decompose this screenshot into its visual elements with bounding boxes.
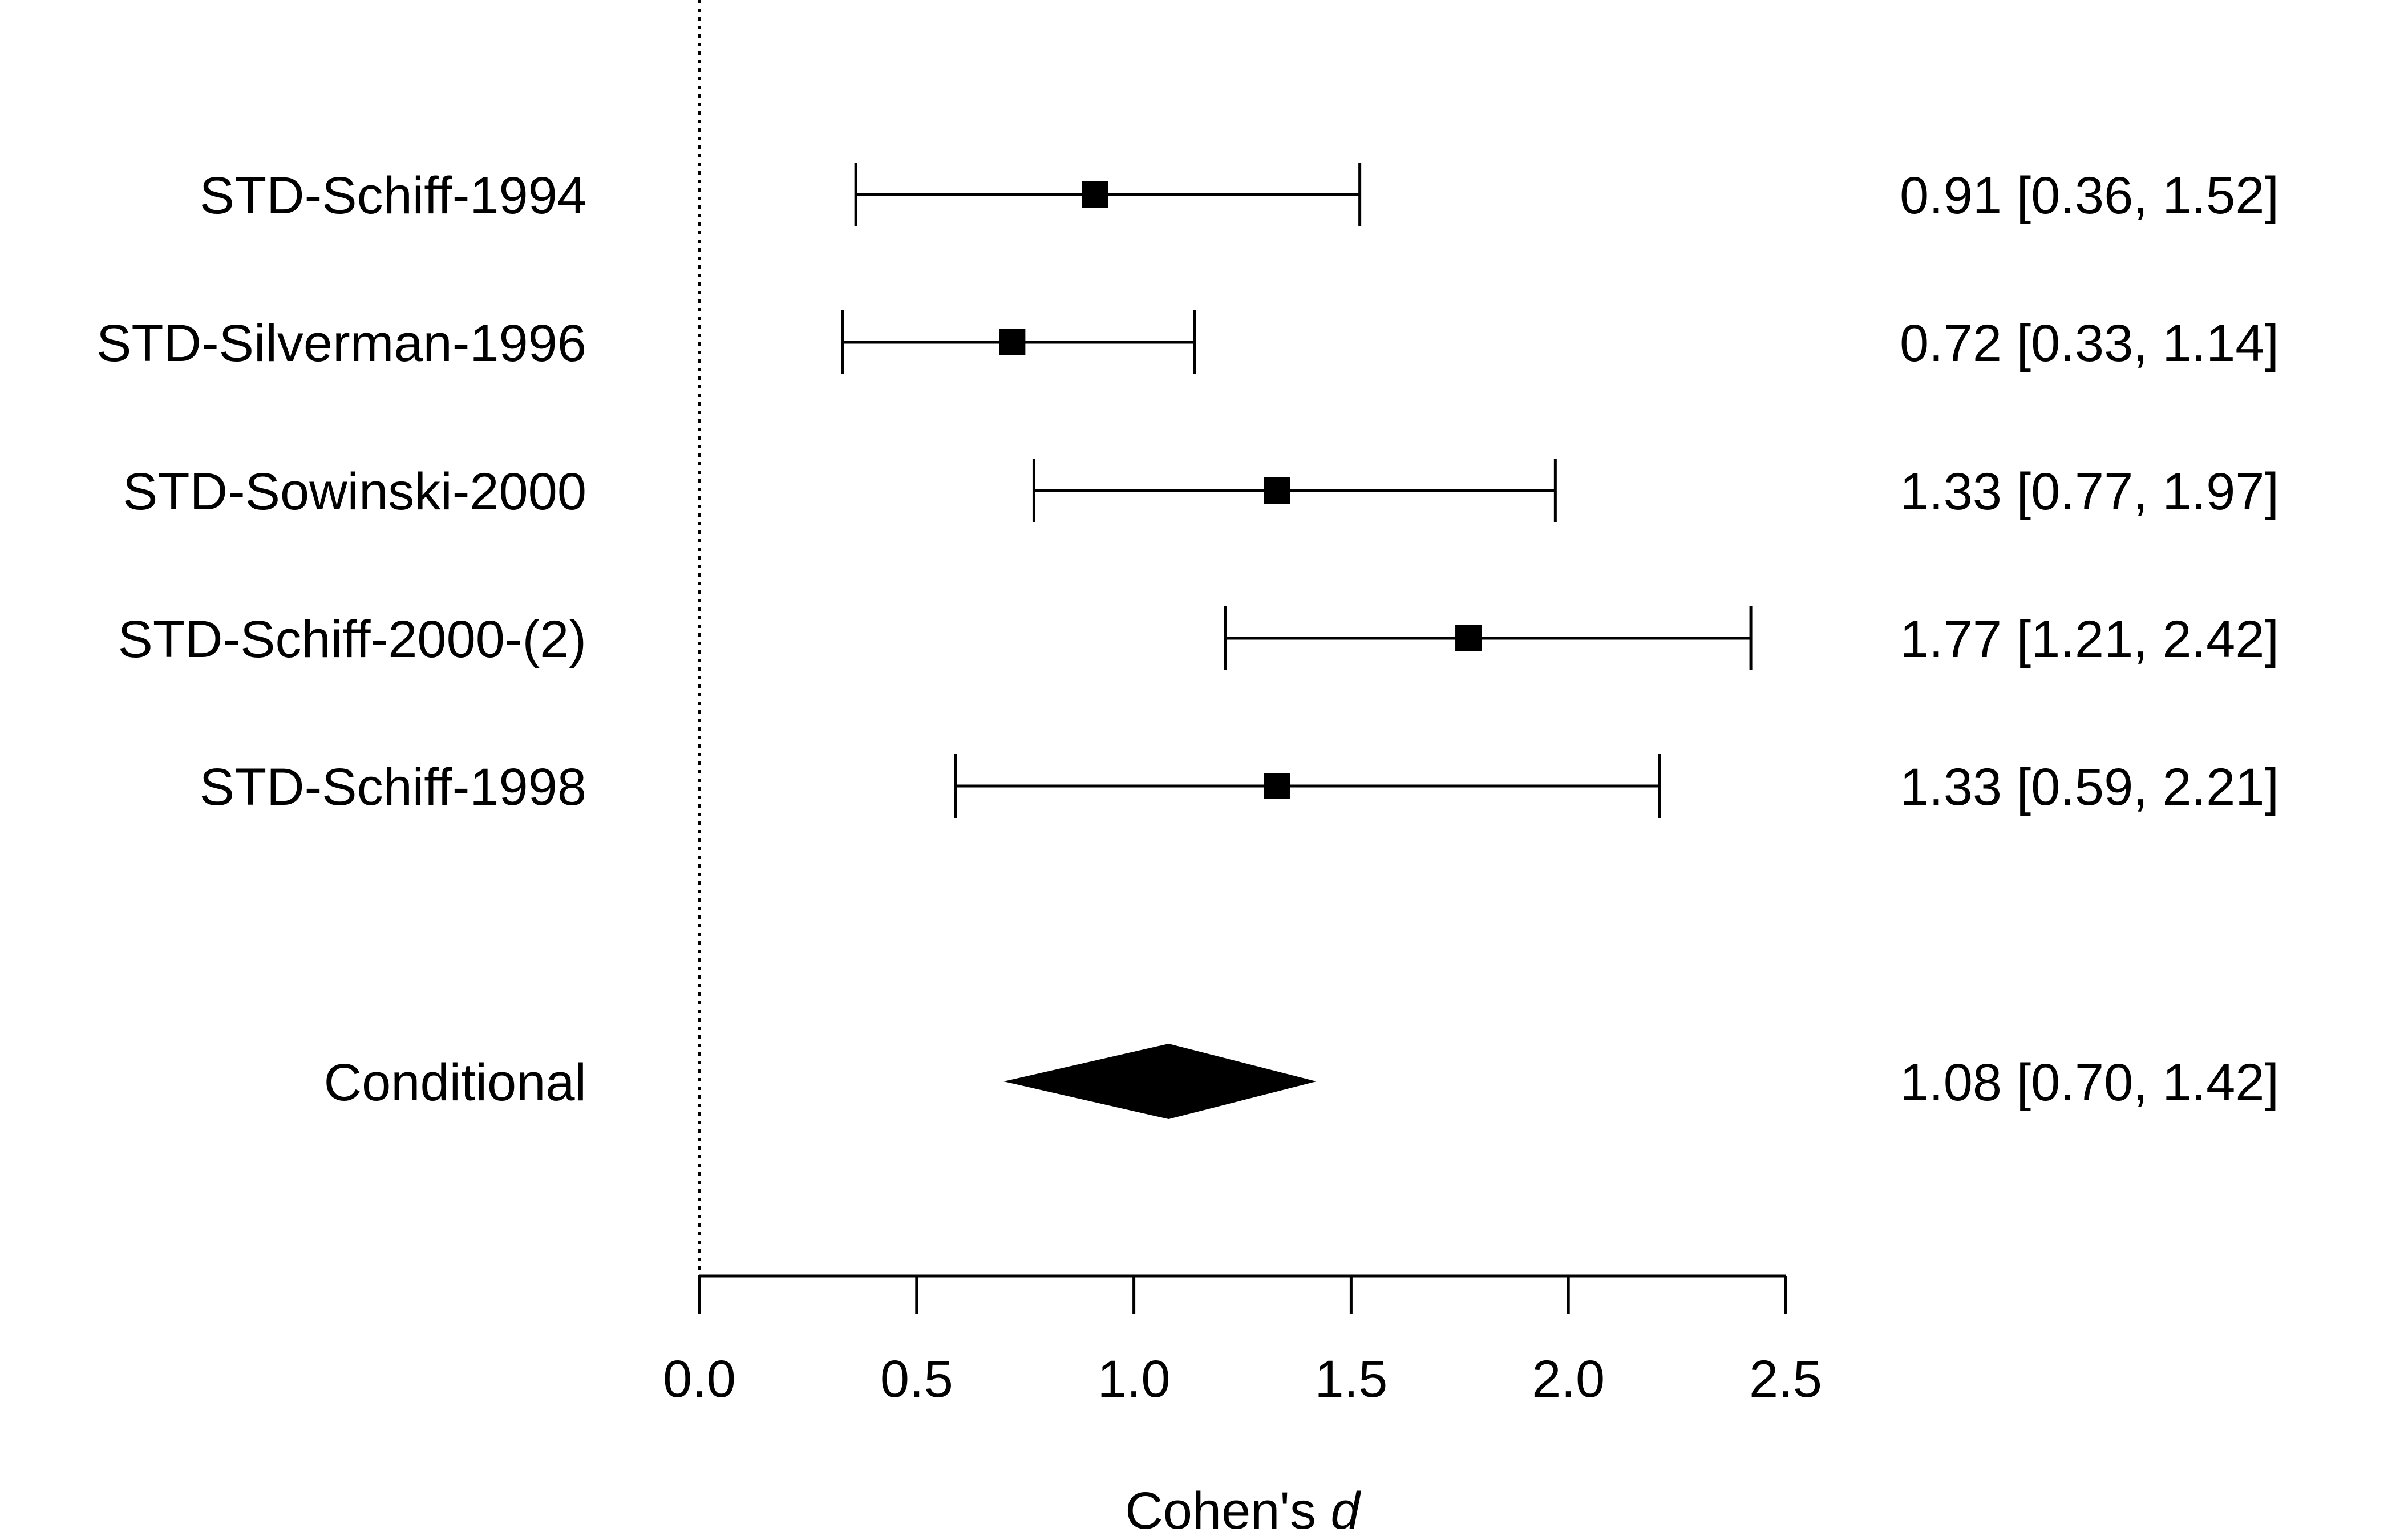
study-label: STD-Silverman-1996: [96, 314, 586, 372]
x-tick-label: 1.0: [1098, 1350, 1171, 1408]
summary-label: Conditional: [324, 1053, 586, 1112]
summary-text: 1.08 [0.70, 1.42]: [1900, 1053, 2279, 1112]
x-axis-label-text: Cohen's: [1125, 1482, 1330, 1540]
estimate-text: 0.72 [0.33, 1.14]: [1900, 314, 2279, 372]
point-estimate: [1455, 625, 1482, 651]
x-axis-label-symbol: d: [1331, 1482, 1362, 1540]
study-label: STD-Schiff-2000-(2): [118, 610, 586, 668]
x-tick-label: 2.0: [1532, 1350, 1605, 1408]
x-axis-label: Cohen's d: [1125, 1482, 1361, 1540]
point-estimate: [1264, 477, 1290, 504]
summary-diamond: [1003, 1044, 1317, 1119]
x-tick-label: 1.5: [1314, 1350, 1387, 1408]
study-label: STD-Schiff-1994: [200, 167, 586, 225]
estimate-text: 1.33 [0.59, 2.21]: [1900, 758, 2279, 816]
x-tick-label: 2.5: [1749, 1350, 1822, 1408]
point-estimate: [999, 329, 1026, 355]
study-label: STD-Schiff-1998: [200, 758, 586, 816]
estimate-text: 1.77 [1.21, 2.42]: [1900, 610, 2279, 668]
point-estimate: [1082, 181, 1108, 208]
x-tick-label: 0.0: [663, 1350, 736, 1408]
study-label: STD-Sowinski-2000: [123, 463, 586, 521]
plot-layer: STD-Schiff-1994 0.91 [0.36, 1.52] STD-Silv…: [96, 0, 2279, 1540]
point-estimate: [1264, 773, 1290, 799]
x-tick-label: 0.5: [880, 1350, 953, 1408]
estimate-text: 0.91 [0.36, 1.52]: [1900, 167, 2279, 225]
estimate-text: 1.33 [0.77, 1.97]: [1900, 463, 2279, 521]
